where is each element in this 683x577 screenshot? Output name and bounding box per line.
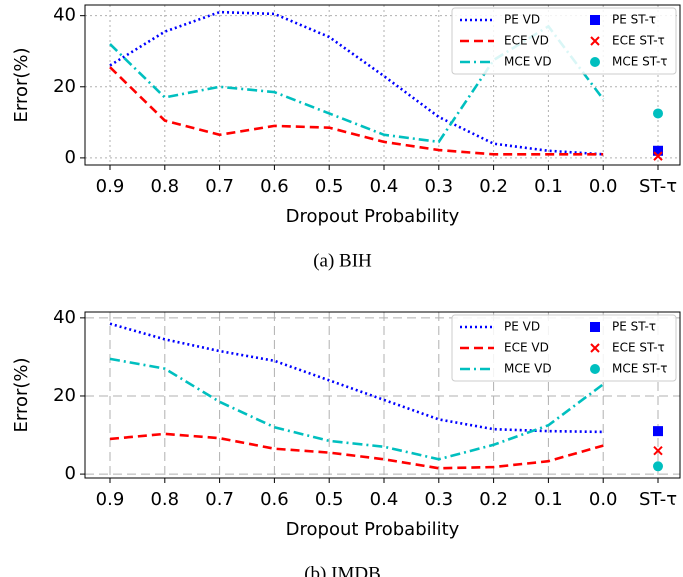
x-tick-label: 0.2 (479, 176, 508, 197)
caption: (b) IMDB (304, 563, 381, 577)
x-tick-label: 0.0 (589, 176, 618, 197)
y-tick-label: 20 (53, 76, 76, 97)
legend-label: MCE VD (504, 55, 552, 69)
x-tick-label: 0.6 (260, 176, 289, 197)
y-tick-label: 20 (53, 385, 76, 406)
x-tick-label: 0.5 (315, 176, 344, 197)
legend-box (451, 7, 677, 75)
series-line (109, 357, 604, 461)
x-tick-label: 0.1 (534, 176, 563, 197)
legend-box (451, 314, 677, 382)
marker (653, 445, 663, 456)
x-tick-label: 0.8 (150, 176, 179, 197)
x-tick-label: 0.3 (424, 176, 453, 197)
legend-label: PE ST-τ (612, 13, 656, 27)
legend-label: PE VD (504, 320, 540, 334)
x-tick-label: ST-τ (639, 176, 677, 197)
y-axis-label: Error(%) (11, 357, 32, 432)
y-tick-label: 40 (53, 307, 76, 328)
x-tick-label: 0.5 (315, 489, 344, 510)
x-tick-label: 0.3 (424, 489, 453, 510)
legend-label: MCE ST-τ (612, 362, 668, 376)
legend-label: PE ST-τ (612, 320, 656, 334)
legend: PE VD ECE VD MCE VD PE ST-τ ECE ST-τ MCE ST-τ (451, 314, 677, 382)
x-tick-label: 0.9 (96, 489, 125, 510)
marker (590, 364, 600, 374)
legend-label: MCE VD (504, 362, 552, 376)
x-tick-label: 0.4 (370, 176, 399, 197)
x-tick-label: 0.7 (205, 176, 234, 197)
x-tick-label: 0.4 (370, 489, 399, 510)
y-tick-label: 40 (53, 5, 76, 26)
series-line (109, 432, 604, 470)
x-tick-label: 0.8 (150, 489, 179, 510)
plot-frame (84, 4, 681, 166)
marker (653, 151, 663, 161)
x-tick-label: ST-τ (639, 489, 677, 510)
legend-label: MCE ST-τ (612, 55, 668, 69)
legend-label: PE VD (504, 13, 540, 27)
y-tick-label: 0 (65, 463, 76, 484)
marker (653, 108, 663, 119)
plot-frame (84, 311, 681, 479)
marker (590, 57, 600, 67)
marker (590, 36, 600, 46)
caption: (a) BIH (313, 250, 372, 271)
y-axis-label: Error(%) (11, 47, 32, 122)
x-tick-label: 0.0 (589, 489, 618, 510)
marker (590, 15, 600, 25)
series-line (109, 66, 604, 156)
marker (590, 343, 600, 353)
marker (590, 322, 600, 332)
legend-label: ECE ST-τ (612, 341, 665, 355)
legend-label: ECE ST-τ (612, 34, 665, 48)
x-tick-label: 0.6 (260, 489, 289, 510)
x-axis-label: Dropout Probability (286, 206, 460, 227)
marker (653, 145, 663, 156)
legend-label: ECE VD (504, 34, 549, 48)
x-axis-label: Dropout Probability (286, 519, 460, 540)
marker (653, 461, 663, 472)
y-tick-label: 0 (65, 147, 76, 168)
x-tick-label: 0.2 (479, 489, 508, 510)
x-tick-label: 0.9 (96, 176, 125, 197)
x-tick-label: 0.1 (534, 489, 563, 510)
legend-label: ECE VD (504, 341, 549, 355)
legend: PE VD ECE VD MCE VD PE ST-τ ECE ST-τ MCE ST-τ (451, 7, 677, 75)
series-line (109, 24, 605, 144)
series-line (109, 10, 604, 156)
x-tick-label: 0.7 (205, 489, 234, 510)
series-line (109, 322, 604, 434)
marker (653, 426, 663, 437)
